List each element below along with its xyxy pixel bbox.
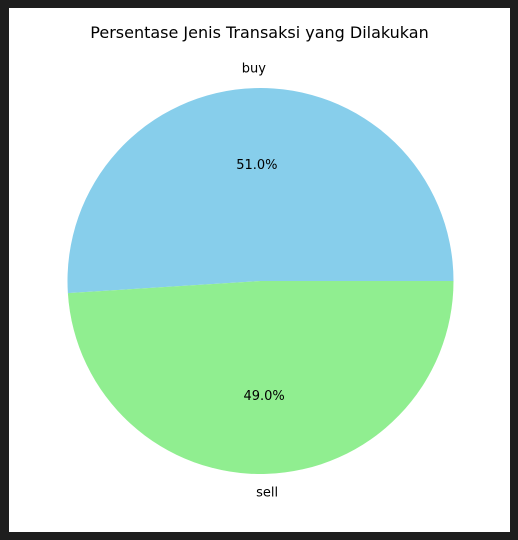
pie-chart: buy 51.0% sell 49.0%	[67, 61, 454, 501]
pie-slice-sell	[67, 281, 454, 474]
pie-slices	[67, 87, 454, 474]
slice-percent-buy: 51.0%	[236, 158, 277, 173]
chart-title: Persentase Jenis Transaksi yang Dilakuka…	[90, 23, 429, 42]
pie-labels: buy 51.0% sell 49.0%	[236, 61, 285, 500]
chart-canvas: Persentase Jenis Transaksi yang Dilakuka…	[9, 8, 510, 532]
slice-label-buy: buy	[242, 61, 266, 76]
slice-percent-sell: 49.0%	[243, 389, 284, 404]
slice-label-sell: sell	[256, 486, 278, 501]
pie-slice-buy	[67, 87, 454, 294]
